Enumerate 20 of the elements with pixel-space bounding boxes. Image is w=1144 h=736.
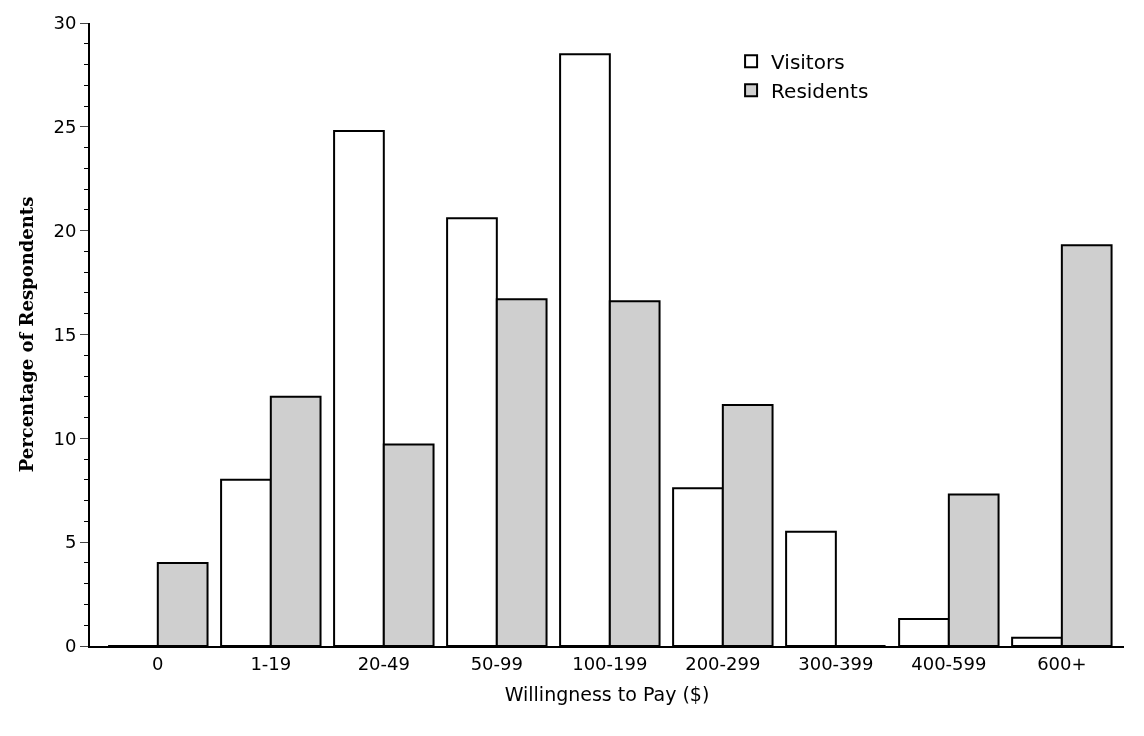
x-tick-label: 600+ xyxy=(1037,652,1087,674)
x-tick-label: 0 xyxy=(152,652,164,674)
y-axis-title: Percentage of Respondents xyxy=(16,196,38,473)
y-tick-label: 20 xyxy=(53,219,77,241)
x-tick-label: 100-199 xyxy=(572,652,648,674)
x-tick-label: 50-99 xyxy=(470,652,523,674)
y-tick-label: 0 xyxy=(64,635,77,657)
y-tick-label: 15 xyxy=(53,323,77,345)
x-tick-label: 1-19 xyxy=(250,652,292,674)
x-tick-label: 200-299 xyxy=(685,652,761,674)
y-tick-label: 25 xyxy=(53,116,77,138)
x-tick-label: 300-399 xyxy=(798,652,874,674)
legend-label: Visitors xyxy=(771,49,845,74)
legend-label: Residents xyxy=(771,78,869,103)
y-tick-label: 30 xyxy=(53,12,77,34)
x-axis-title: Willingness to Pay ($) xyxy=(504,682,710,705)
y-tick-label: 5 xyxy=(64,531,77,553)
x-tick-label: 400-599 xyxy=(911,652,987,674)
y-tick-label: 10 xyxy=(53,427,77,449)
x-tick-label: 20-49 xyxy=(357,652,410,674)
